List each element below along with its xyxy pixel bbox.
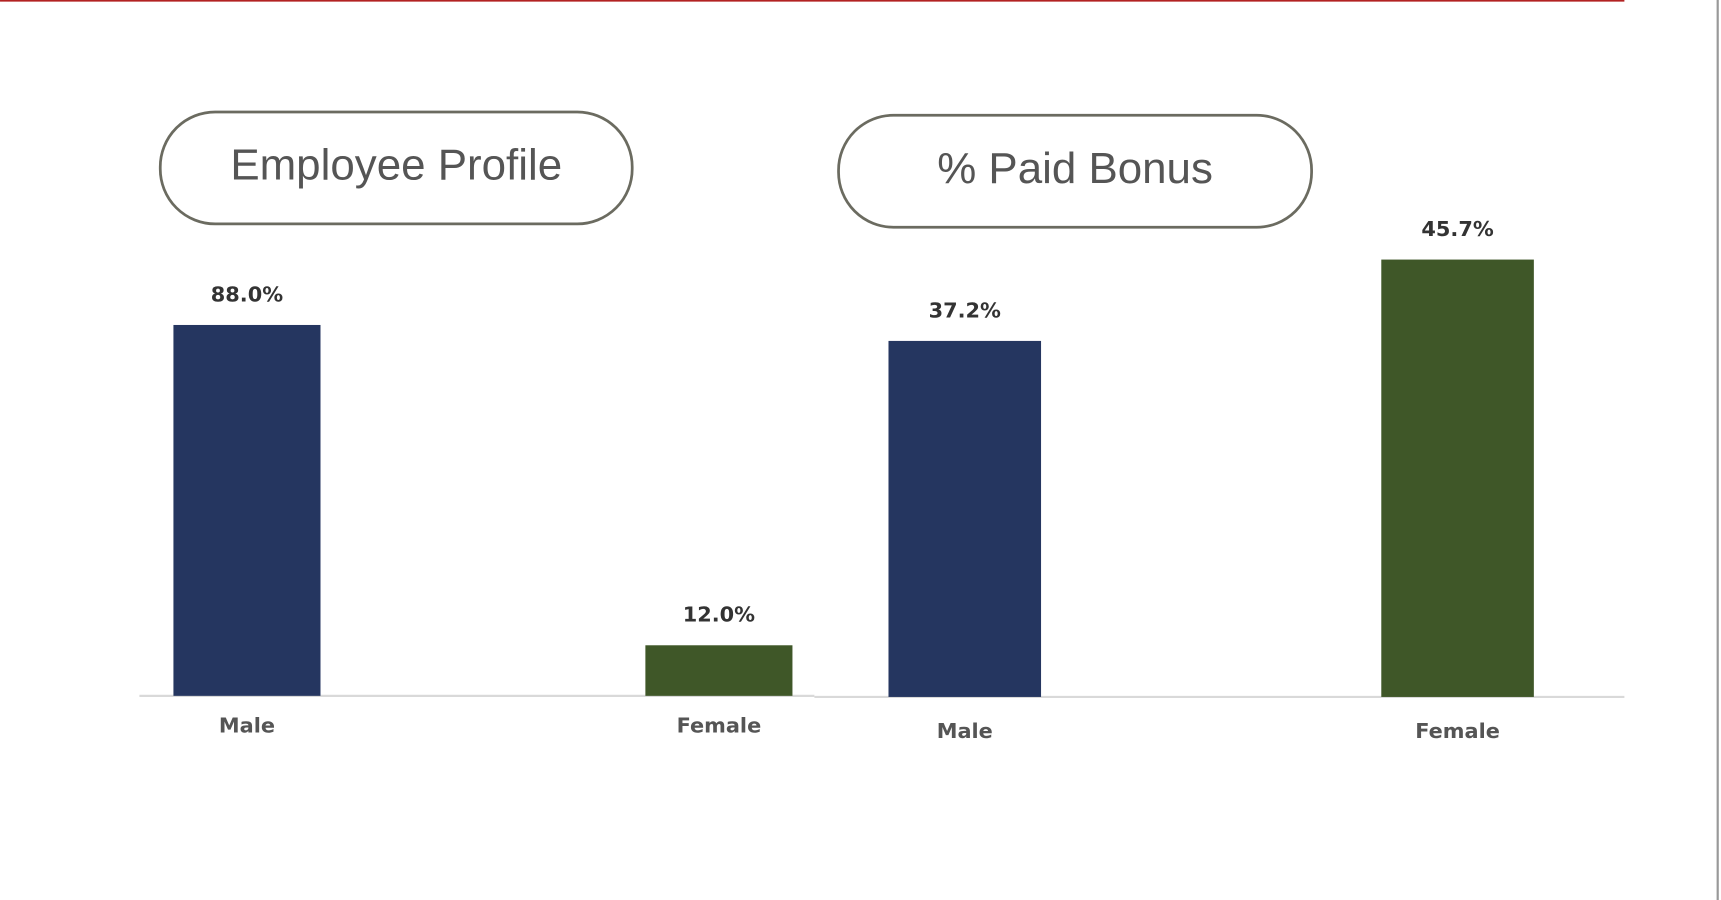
data-label: 12.0%	[683, 603, 755, 627]
data-label: 88.0%	[211, 282, 283, 306]
bar	[173, 324, 321, 696]
bar	[645, 645, 793, 696]
data-label: 45.7%	[1421, 217, 1493, 241]
bar	[888, 340, 1042, 697]
x-tick-label: Male	[937, 719, 993, 743]
x-tick-label: Male	[219, 714, 275, 738]
title-box	[158, 110, 634, 226]
x-tick-label: Female	[677, 714, 762, 738]
chart-title: Employee Profile	[230, 141, 562, 190]
data-label: 37.2%	[929, 298, 1001, 322]
chart-title: % Paid Bonus	[937, 144, 1213, 193]
title-box	[837, 113, 1313, 229]
bar	[1381, 259, 1534, 697]
x-tick-label: Female	[1415, 719, 1500, 743]
